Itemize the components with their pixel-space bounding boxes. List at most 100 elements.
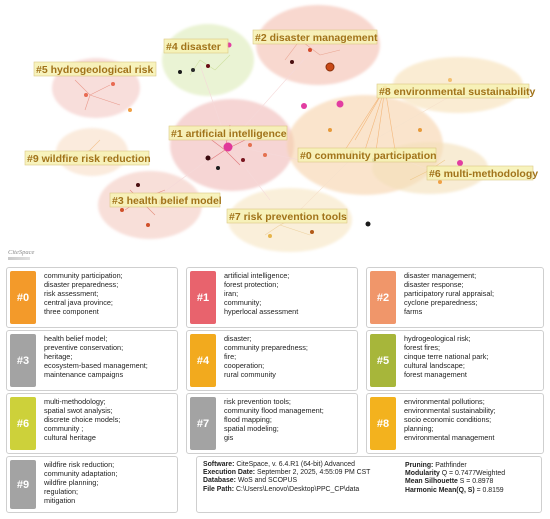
cluster-card-8: #8 environmental pollutions; environment… <box>366 393 544 454</box>
modularity-value: Q = 0.7477Weighted <box>441 470 506 478</box>
cluster-term: forest fires; <box>404 343 441 353</box>
cluster-term: cultural landscape; <box>404 361 465 371</box>
cluster-tag-8: #8 <box>370 397 396 450</box>
cluster-card-0: #0 community participation; disaster pre… <box>6 267 178 328</box>
cluster-label-c3: #3 health belief model <box>112 195 222 207</box>
metrics-block: Pruning: Pathfinder Modularity Q = 0.747… <box>405 462 505 495</box>
silhouette-label: Mean Silhouette <box>405 478 458 486</box>
node <box>336 100 344 108</box>
cluster-term: cinque terre national park; <box>404 352 489 362</box>
cluster-term: cooperation; <box>224 361 265 371</box>
software-label: Software: <box>203 461 235 468</box>
node <box>438 180 442 184</box>
cluster-terms-1: artificial intelligence; forest protecti… <box>224 271 298 327</box>
cluster-term: community flood management; <box>224 406 324 416</box>
cluster-card-5: #5 hydrogeological risk; forest fires; c… <box>366 330 544 391</box>
node <box>205 155 211 161</box>
cluster-term: risk prevention tools; <box>224 397 291 406</box>
cluster-tag-2: #2 <box>370 271 396 324</box>
cluster-term: community; <box>224 298 262 308</box>
cluster-term: mitigation <box>44 496 76 506</box>
cluster-terms-4: disaster; community preparedness; fire; … <box>224 334 308 390</box>
software-value: CiteSpace, v. 6.4.R1 (64-bit) Advanced <box>236 461 355 468</box>
cluster-tag-0: #0 <box>10 271 36 324</box>
cluster-term: disaster response; <box>404 280 464 290</box>
node <box>146 223 150 227</box>
cluster-term: cyclone preparedness; <box>404 298 478 308</box>
cluster-term: disaster preparedness; <box>44 280 119 290</box>
halo-c2 <box>256 5 380 85</box>
cluster-card-3: #3 health belief model; preventive conse… <box>6 330 178 391</box>
cluster-term: iran; <box>224 289 239 299</box>
cluster-label-c1: #1 artificial intelligence <box>171 128 287 140</box>
cluster-label-c4: #4 disaster <box>166 41 221 53</box>
cluster-term: disaster management; <box>404 271 477 280</box>
cluster-term: environmental management <box>404 433 495 443</box>
cluster-term: health belief model; <box>44 334 108 343</box>
cluster-term: risk assessment; <box>44 289 99 299</box>
cluster-term: three component <box>44 307 99 317</box>
harmonic-mean-value: = 0.8159 <box>476 486 504 494</box>
cluster-term: forest protection; <box>224 280 279 290</box>
cluster-terms-6: multi-methodology; spatial swot analysis… <box>44 397 120 453</box>
cluster-term: artificial intelligence; <box>224 271 290 280</box>
cluster-term: farms <box>404 307 423 317</box>
node <box>418 128 422 132</box>
cluster-term: maintenance campaigns <box>44 370 124 380</box>
harmonic-mean-label: Harmonic Mean(Q, S) <box>405 486 475 494</box>
cluster-term: heritage; <box>44 352 73 362</box>
node <box>308 48 312 52</box>
cluster-term: wildfire risk reduction; <box>44 460 115 469</box>
cluster-term: multi-methodology; <box>44 397 106 406</box>
node <box>178 70 182 74</box>
cluster-label-c8: #8 environmental sustainability <box>379 86 536 98</box>
cluster-term: spatial swot analysis; <box>44 406 113 416</box>
cluster-term: community adaptation; <box>44 469 118 479</box>
cluster-tag-7: #7 <box>190 397 216 450</box>
cluster-labels: #4 disaster #2 disaster management #5 hy… <box>24 29 538 224</box>
cluster-tag-3: #3 <box>10 334 36 387</box>
modularity-label: Modularity <box>405 470 440 478</box>
cluster-card-4: #4 disaster; community preparedness; fir… <box>186 330 358 391</box>
cluster-terms-9: wildfire risk reduction; community adapt… <box>44 460 117 512</box>
cluster-label-c5: #5 hydrogeological risk <box>36 64 153 76</box>
file-path-value: C:\Users\Lenovo\Desktop\PPC_CP\data <box>235 485 360 493</box>
execution-date-value: September 2, 2025, 4:55:09 PM CST <box>257 469 371 477</box>
cluster-card-7: #7 risk prevention tools; community floo… <box>186 393 358 454</box>
cluster-term: hydrogeological risk; <box>404 334 471 343</box>
cluster-tag-1: #1 <box>190 271 216 324</box>
logo-underline <box>8 257 30 260</box>
cluster-terms-5: hydrogeological risk; forest fires; cinq… <box>404 334 488 390</box>
node <box>457 160 463 166</box>
cluster-terms-2: disaster management; disaster response; … <box>404 271 494 327</box>
cluster-term: preventive conservation; <box>44 343 124 353</box>
pruning-value: Pathfinder <box>435 462 467 469</box>
cluster-label-c9: #9 wildfire risk reduction <box>27 153 151 165</box>
node <box>301 103 307 109</box>
cluster-term: wildfire planning; <box>44 478 99 488</box>
node <box>120 208 124 212</box>
node <box>290 60 294 64</box>
cluster-tag-5: #5 <box>370 334 396 387</box>
cluster-card-1: #1 artificial intelligence; forest prote… <box>186 267 358 328</box>
node <box>325 62 335 72</box>
database-value: WoS and SCOPUS <box>237 477 298 485</box>
database-label: Database: <box>203 477 236 485</box>
cluster-term: rural community <box>224 370 276 380</box>
cluster-term: community preparedness; <box>224 343 308 353</box>
node <box>365 221 371 227</box>
node <box>136 183 140 187</box>
node <box>128 108 132 112</box>
cluster-terms-7: risk prevention tools; community flood m… <box>224 397 324 453</box>
cluster-term: environmental pollutions; <box>404 397 485 406</box>
node <box>310 230 314 234</box>
cluster-term: regulation; <box>44 487 79 497</box>
cluster-term: environmental sustainability; <box>404 406 496 416</box>
cluster-term: gis <box>224 433 234 443</box>
cluster-tag-9: #9 <box>10 460 36 509</box>
file-path-label: File Path: <box>203 485 235 493</box>
cluster-term: disaster; <box>224 334 252 343</box>
node <box>206 64 210 68</box>
node <box>448 78 452 82</box>
cluster-terms-3: health belief model; preventive conserva… <box>44 334 148 390</box>
